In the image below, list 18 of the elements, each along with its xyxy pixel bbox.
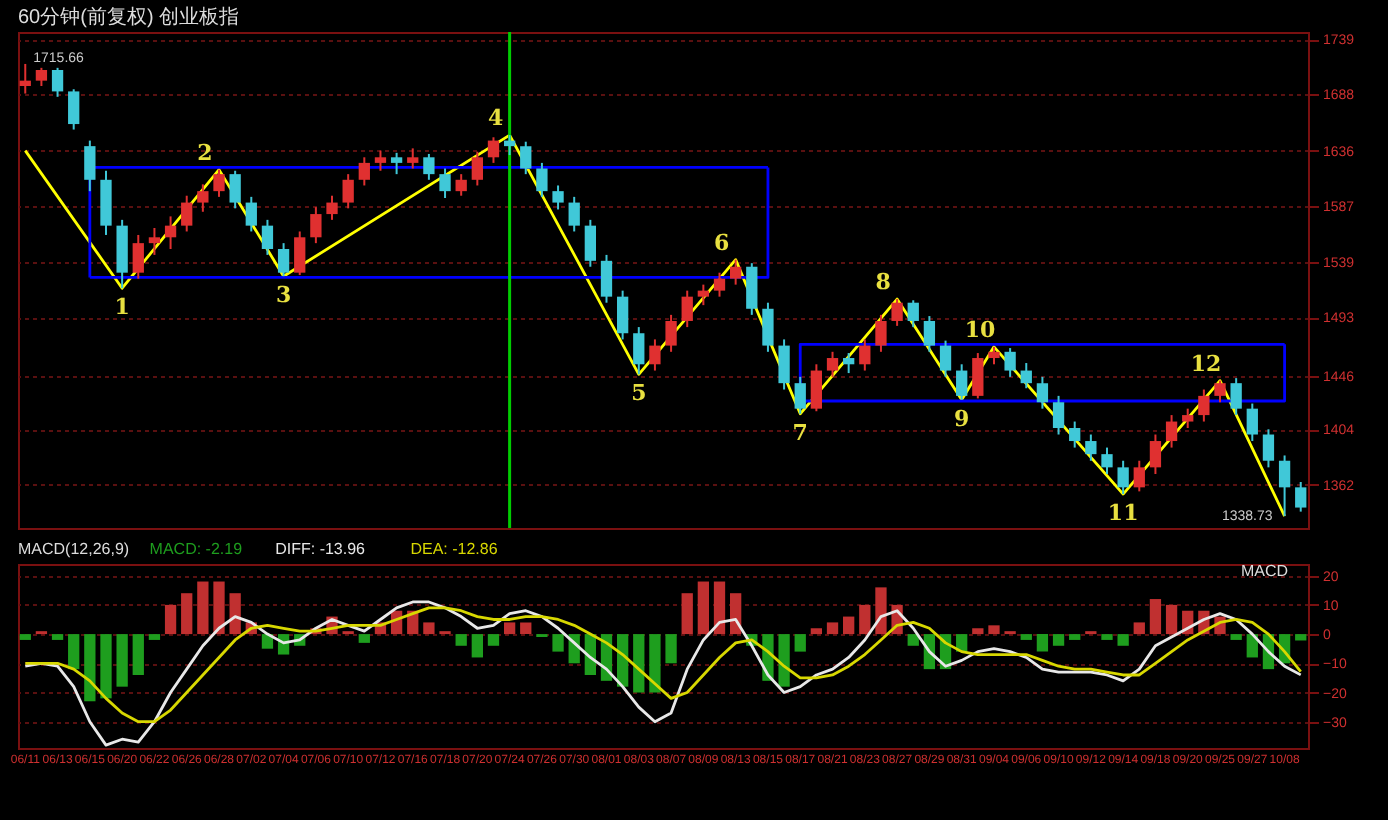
annotation: 3: [275, 282, 292, 309]
series-label: MACD: -2.19: [149, 540, 244, 558]
annotation: 8: [875, 269, 892, 296]
annotation: 4: [487, 105, 504, 132]
annotation: 1: [114, 294, 130, 321]
annotation: 6: [714, 229, 730, 256]
annotation: 5: [631, 380, 647, 407]
annotation: 7: [792, 419, 808, 446]
annotation: 11: [1107, 500, 1139, 527]
annotation: MACD: [1240, 562, 1289, 580]
annotation: 2: [197, 139, 213, 166]
chart-title: 60分钟(前复权) 创业板指: [18, 4, 240, 29]
annotation: 10: [964, 316, 996, 343]
text: DEA: -12.86: [410, 540, 499, 558]
annotation: 9: [954, 405, 970, 432]
chart-title: MACD(12,26,9): [18, 540, 130, 558]
annotation: 12: [1190, 350, 1222, 377]
text: DIFF: -13.96: [275, 540, 367, 558]
